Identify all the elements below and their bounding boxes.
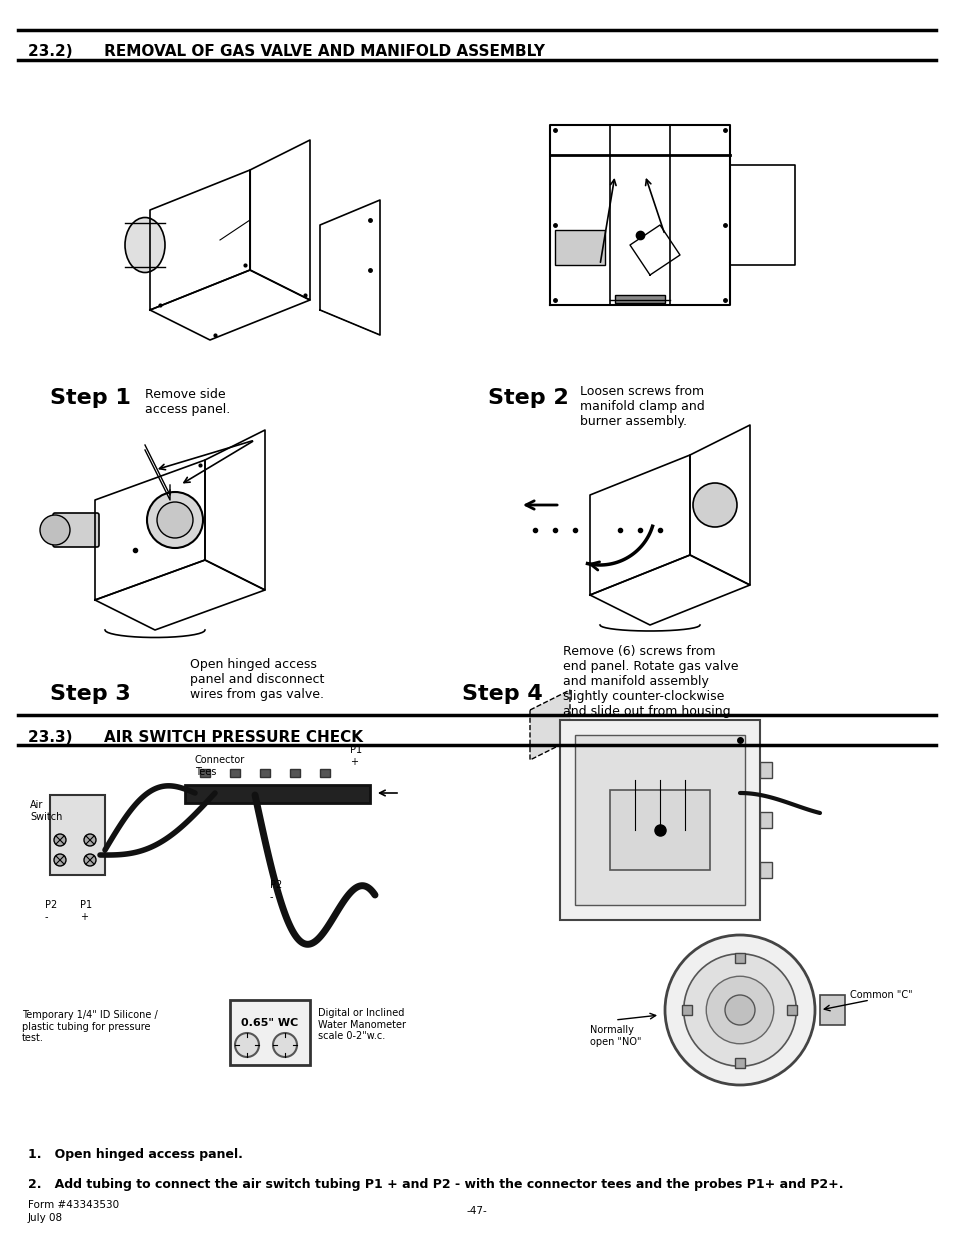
- Text: Normally
open "NO": Normally open "NO": [589, 1025, 640, 1046]
- Circle shape: [683, 953, 796, 1066]
- Text: Digital or Inclined
Water Manometer
scale 0-2"w.c.: Digital or Inclined Water Manometer scal…: [317, 1008, 406, 1041]
- Bar: [185, 785, 370, 803]
- Text: Temporary 1/4" ID Silicone /
plastic tubing for pressure
test.: Temporary 1/4" ID Silicone / plastic tub…: [22, 1010, 157, 1044]
- Text: Step 2: Step 2: [488, 388, 568, 408]
- Text: Step 3: Step 3: [50, 684, 131, 704]
- Bar: [555, 230, 604, 266]
- Circle shape: [724, 995, 754, 1025]
- Bar: [575, 735, 744, 905]
- Bar: [681, 1005, 692, 1015]
- Bar: [615, 295, 664, 303]
- Bar: [734, 952, 744, 962]
- Circle shape: [40, 515, 70, 545]
- Circle shape: [147, 492, 203, 548]
- Text: 1.   Open hinged access panel.: 1. Open hinged access panel.: [28, 1149, 243, 1161]
- Text: Open hinged access
panel and disconnect
wires from gas valve.: Open hinged access panel and disconnect …: [190, 658, 324, 701]
- Text: Form #43343530: Form #43343530: [28, 1200, 119, 1210]
- Text: Remove side
access panel.: Remove side access panel.: [145, 388, 230, 416]
- Text: P2
-: P2 -: [270, 881, 282, 902]
- Circle shape: [84, 834, 96, 846]
- Text: Common "C": Common "C": [849, 990, 912, 1000]
- Bar: [50, 795, 105, 876]
- Bar: [760, 811, 771, 827]
- Bar: [290, 769, 299, 777]
- Text: Loosen screws from
manifold clamp and
burner assembly.: Loosen screws from manifold clamp and bu…: [579, 385, 704, 429]
- Bar: [760, 862, 771, 878]
- Text: 23.3)      AIR SWITCH PRESSURE CHECK: 23.3) AIR SWITCH PRESSURE CHECK: [28, 730, 363, 745]
- Text: -47-: -47-: [466, 1207, 487, 1216]
- Text: Step 4: Step 4: [461, 684, 542, 704]
- Bar: [559, 720, 760, 920]
- Ellipse shape: [125, 217, 165, 273]
- Text: 23.2)      REMOVAL OF GAS VALVE AND MANIFOLD ASSEMBLY: 23.2) REMOVAL OF GAS VALVE AND MANIFOLD …: [28, 44, 544, 59]
- Bar: [820, 995, 844, 1025]
- Text: Air
Switch: Air Switch: [30, 800, 62, 821]
- Circle shape: [54, 834, 66, 846]
- Bar: [230, 1000, 310, 1065]
- Circle shape: [84, 853, 96, 866]
- Bar: [786, 1005, 797, 1015]
- Circle shape: [157, 501, 193, 538]
- Text: P1
+: P1 +: [80, 900, 92, 921]
- Bar: [734, 1057, 744, 1067]
- Text: Connector
Tees: Connector Tees: [194, 755, 245, 777]
- Bar: [760, 762, 771, 778]
- Circle shape: [664, 935, 814, 1086]
- Text: 0.65" WC: 0.65" WC: [241, 1018, 298, 1028]
- Text: Step 1: Step 1: [50, 388, 131, 408]
- Polygon shape: [530, 690, 569, 760]
- Circle shape: [692, 483, 737, 527]
- Text: P2
-: P2 -: [45, 900, 57, 921]
- Bar: [319, 769, 330, 777]
- Circle shape: [273, 1032, 296, 1057]
- Text: Remove (6) screws from
end panel. Rotate gas valve
and manifold assembly
slightl: Remove (6) screws from end panel. Rotate…: [562, 645, 738, 718]
- Bar: [260, 769, 270, 777]
- Circle shape: [54, 853, 66, 866]
- Text: P1
+: P1 +: [350, 745, 362, 767]
- Circle shape: [234, 1032, 258, 1057]
- Circle shape: [705, 976, 773, 1044]
- Bar: [230, 769, 240, 777]
- Text: July 08: July 08: [28, 1213, 63, 1223]
- Bar: [609, 790, 709, 869]
- FancyBboxPatch shape: [53, 513, 99, 547]
- Bar: [200, 769, 210, 777]
- Text: 2.   Add tubing to connect the air switch tubing P1 + and P2 - with the connecto: 2. Add tubing to connect the air switch …: [28, 1178, 842, 1191]
